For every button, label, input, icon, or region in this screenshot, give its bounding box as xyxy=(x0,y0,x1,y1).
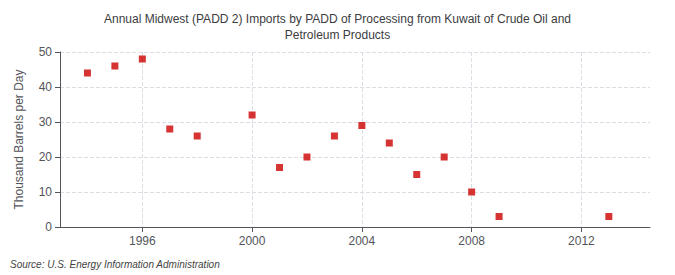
svg-text:Petroleum Products: Petroleum Products xyxy=(285,28,390,42)
svg-text:20: 20 xyxy=(39,150,53,164)
svg-text:2012: 2012 xyxy=(568,234,595,248)
svg-text:Annual Midwest (PADD 2) Import: Annual Midwest (PADD 2) Imports by PADD … xyxy=(104,12,571,26)
svg-text:1996: 1996 xyxy=(129,234,156,248)
svg-text:2004: 2004 xyxy=(349,234,376,248)
svg-text:2000: 2000 xyxy=(239,234,266,248)
svg-text:40: 40 xyxy=(39,80,53,94)
svg-text:2008: 2008 xyxy=(458,234,485,248)
svg-text:0: 0 xyxy=(45,220,52,234)
svg-text:Source: U.S. Energy Informatio: Source: U.S. Energy Information Administ… xyxy=(10,259,220,270)
svg-text:50: 50 xyxy=(39,45,53,59)
svg-text:10: 10 xyxy=(39,185,53,199)
svg-text:Thousand Barrels per Day: Thousand Barrels per Day xyxy=(12,69,26,209)
svg-text:30: 30 xyxy=(39,115,53,129)
